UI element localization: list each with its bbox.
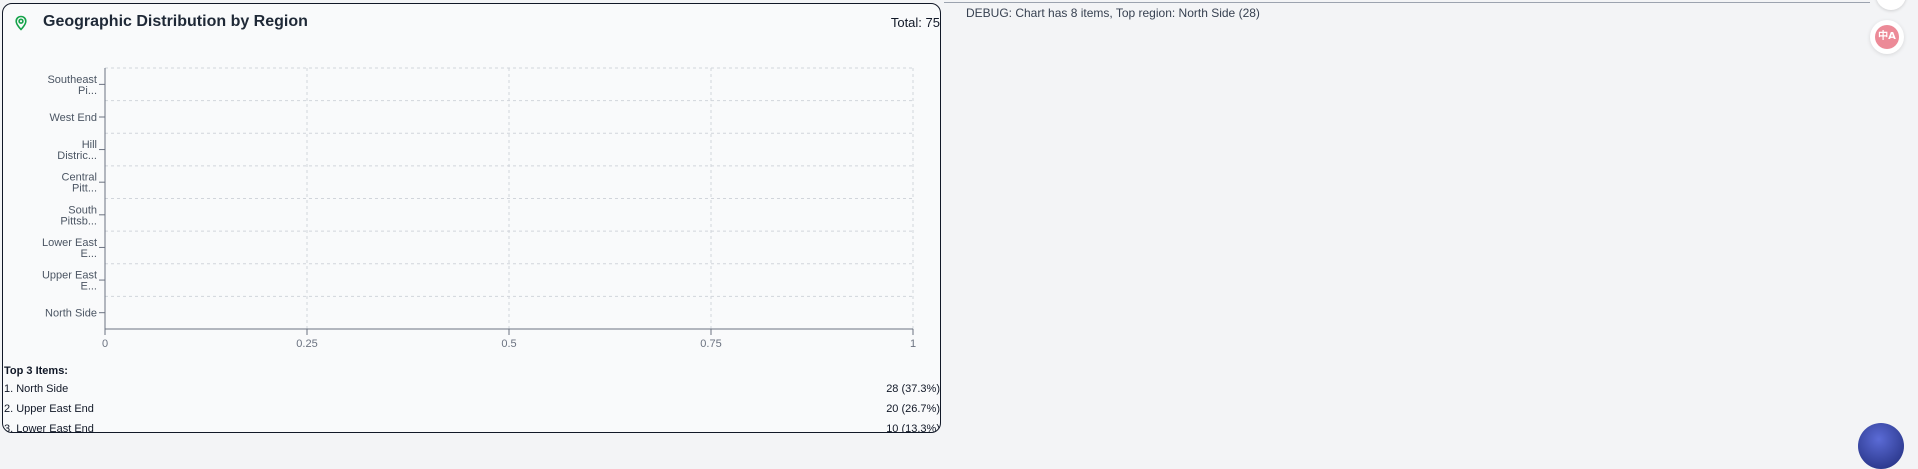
y-tick-label: Central Pitt... — [62, 172, 97, 195]
top-item-value: 20 (26.7%) — [886, 403, 940, 415]
y-tick-label: Hill Distric... — [57, 139, 97, 162]
translate-button[interactable]: 中A — [1870, 20, 1904, 54]
card-header: Geographic Distribution by Region Total:… — [3, 4, 940, 42]
top-items-heading: Top 3 Items: — [4, 365, 68, 377]
top-item-label: 2. Upper East End — [4, 403, 94, 415]
side-strip — [1870, 0, 1918, 435]
top-item-value: 10 (13.3%) — [886, 423, 940, 433]
x-tick-label: 0 — [102, 338, 108, 350]
region-bar-chart: 0 0.25 0.5 0.75 1 Southeast Pi... West End Hill D… — [42, 67, 916, 350]
y-tick-label: Southeast Pi... — [47, 74, 97, 97]
y-tick-label: Lower East E... — [42, 237, 97, 260]
top-item-label: 1. North Side — [4, 383, 69, 395]
y-tick-label: South Pittsb... — [60, 204, 97, 227]
top-item-row: 1. North Side 28 (37.3%) — [4, 379, 940, 399]
map-pin-icon — [15, 15, 27, 31]
assistant-avatar-icon[interactable] — [1858, 423, 1904, 469]
debug-text: DEBUG: Chart has 8 items, Top region: No… — [966, 6, 1260, 20]
x-tick-label: 0.75 — [700, 338, 721, 350]
floating-button[interactable] — [1876, 0, 1906, 10]
x-tick-label: 1 — [910, 338, 916, 350]
top-item-row: 3. Lower East End 10 (13.3%) — [4, 419, 940, 433]
top-items-section: Top 3 Items: 1. North Side 28 (37.3%) 2.… — [4, 363, 940, 433]
y-tick-label: West End — [50, 112, 98, 124]
x-tick-label: 0.25 — [296, 338, 317, 350]
card-title: Geographic Distribution by Region — [43, 13, 308, 30]
y-tick-label: Upper East E... — [42, 270, 97, 293]
translate-icon: 中A — [1875, 25, 1899, 49]
x-tick-label: 0.5 — [501, 338, 516, 350]
top-item-label: 3. Lower East End — [4, 423, 94, 433]
top-item-value: 28 (37.3%) — [886, 383, 940, 395]
geo-distribution-card: Geographic Distribution by Region Total:… — [2, 3, 941, 433]
top-item-row: 2. Upper East End 20 (26.7%) — [4, 399, 940, 419]
total-count: Total: 75 — [890, 15, 940, 30]
panel-border — [944, 0, 1870, 3]
y-tick-label: North Side — [45, 308, 97, 320]
